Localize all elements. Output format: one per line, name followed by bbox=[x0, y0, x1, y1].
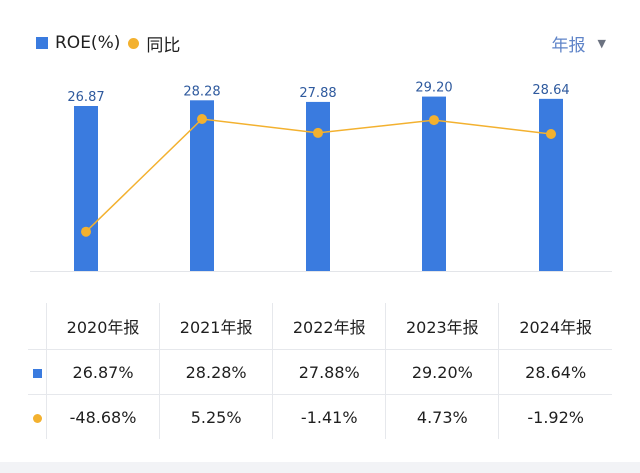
roe-card: ROE(%) 同比 年报 ▼ 26.87 28.28 27.88 29.20 28.64… bbox=[0, 0, 640, 462]
roe-bar-label: 29.20 bbox=[415, 81, 452, 96]
table-header-cell: 2022年报 bbox=[272, 303, 387, 350]
period-dropdown[interactable]: 年报 ▼ bbox=[551, 31, 606, 56]
table-corner-cell bbox=[28, 303, 47, 350]
yoy-row-marker-cell bbox=[28, 394, 47, 439]
yoy-legend-label: 同比 bbox=[146, 35, 181, 56]
yoy-legend-marker bbox=[128, 37, 140, 49]
table-row-yoy: -48.68% 5.25% -1.41% 4.73% -1.92% bbox=[28, 394, 612, 439]
roe-bar-label: 27.88 bbox=[299, 86, 336, 101]
table-cell: 4.73% bbox=[385, 394, 500, 439]
table-header-cell: 2024年报 bbox=[498, 303, 612, 350]
roe-bar bbox=[539, 98, 563, 271]
table-cell: 5.25% bbox=[159, 394, 274, 439]
table-cell: 27.88% bbox=[272, 349, 387, 395]
period-dropdown-label: 年报 bbox=[551, 35, 586, 56]
table-cell: 29.20% bbox=[385, 349, 500, 395]
yoy-point bbox=[429, 115, 439, 126]
legend: ROE(%) 同比 bbox=[36, 31, 181, 56]
roe-bar bbox=[74, 106, 98, 271]
roe-row-marker bbox=[32, 368, 42, 378]
roe-bar-label: 28.28 bbox=[183, 84, 220, 99]
table-header-cell: 2023年报 bbox=[385, 303, 500, 350]
table-row-roe: 26.87% 28.28% 27.88% 29.20% 28.64% bbox=[28, 349, 612, 395]
yoy-row-marker bbox=[32, 413, 42, 423]
data-table: 2020年报 2021年报 2022年报 2023年报 2024年报 26.87… bbox=[28, 303, 612, 439]
table-cell: 28.64% bbox=[498, 349, 612, 395]
chevron-down-icon: ▼ bbox=[597, 36, 606, 50]
roe-bar bbox=[306, 101, 330, 271]
roe-bar bbox=[190, 100, 214, 271]
table-cell: -1.92% bbox=[498, 394, 612, 439]
yoy-point bbox=[197, 114, 207, 124]
yoy-point bbox=[313, 127, 323, 138]
table-header-cell: 2021年报 bbox=[159, 303, 274, 350]
table-cell: 26.87% bbox=[45, 349, 161, 395]
roe-chart: 26.87 28.28 27.88 29.20 28.64 bbox=[30, 81, 612, 272]
table-header-cell: 2020年报 bbox=[45, 303, 161, 350]
yoy-point bbox=[546, 128, 556, 139]
roe-bar bbox=[422, 96, 446, 272]
yoy-point bbox=[81, 226, 91, 237]
roe-legend-marker bbox=[36, 37, 48, 49]
roe-bar-label: 26.87 bbox=[67, 90, 104, 105]
table-cell: -1.41% bbox=[272, 394, 387, 439]
roe-legend-label: ROE(%) bbox=[55, 33, 121, 53]
table-cell: -48.68% bbox=[45, 394, 161, 439]
table-header-row: 2020年报 2021年报 2022年报 2023年报 2024年报 bbox=[28, 303, 612, 350]
roe-row-marker-cell bbox=[28, 349, 47, 395]
roe-bar-label: 28.64 bbox=[532, 83, 569, 98]
table-cell: 28.28% bbox=[159, 349, 274, 395]
